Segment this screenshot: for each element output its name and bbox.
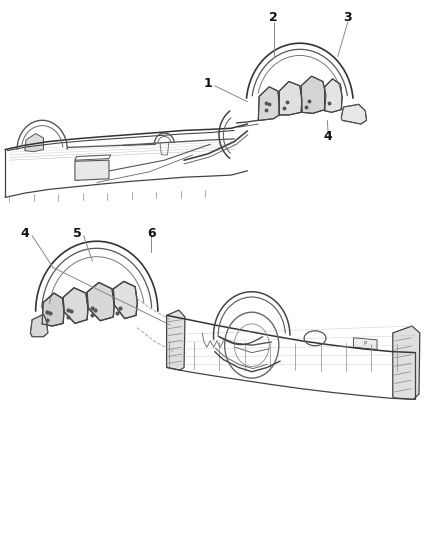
Polygon shape: [341, 104, 367, 124]
Polygon shape: [87, 282, 114, 321]
Polygon shape: [279, 82, 302, 115]
Polygon shape: [393, 326, 420, 399]
Text: 1: 1: [204, 77, 212, 90]
Text: 5: 5: [73, 227, 81, 240]
Polygon shape: [30, 314, 48, 337]
Text: 3: 3: [343, 11, 352, 24]
Text: 4: 4: [324, 130, 332, 143]
Polygon shape: [113, 281, 138, 319]
Text: 2: 2: [269, 11, 278, 24]
Text: 4: 4: [20, 227, 29, 240]
Polygon shape: [166, 310, 185, 370]
Polygon shape: [63, 288, 88, 324]
Text: 6: 6: [147, 227, 155, 240]
Polygon shape: [25, 134, 43, 152]
Polygon shape: [325, 79, 342, 112]
Polygon shape: [42, 293, 64, 326]
Polygon shape: [301, 76, 326, 114]
Polygon shape: [258, 87, 279, 120]
Polygon shape: [75, 160, 109, 180]
Polygon shape: [353, 338, 377, 350]
Text: P: P: [364, 341, 367, 345]
